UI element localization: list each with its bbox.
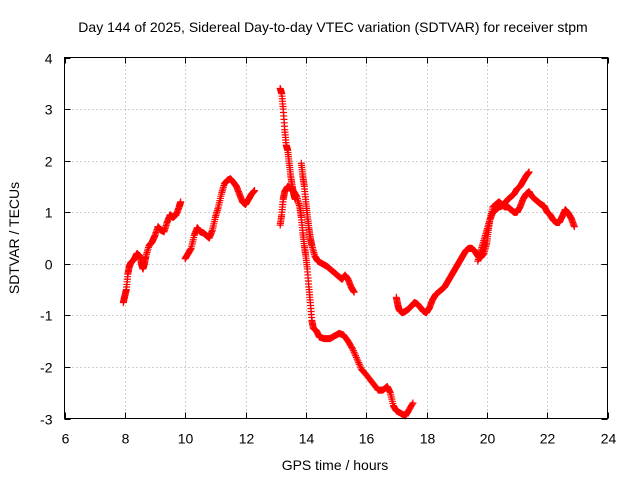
series-arc-6 (392, 188, 578, 317)
x-tick-label: 20 (480, 431, 496, 447)
data-point (355, 360, 363, 368)
x-tick-label: 10 (178, 431, 194, 447)
series-arc-2 (181, 175, 259, 263)
y-tick-label: 2 (45, 154, 53, 170)
data-point (177, 198, 185, 206)
data-point (408, 400, 416, 408)
plot-frame (64, 57, 608, 419)
data-point (350, 288, 358, 296)
x-tick-label: 8 (122, 431, 130, 447)
y-tick-label: -3 (40, 412, 53, 428)
x-tick-label: 16 (359, 431, 375, 447)
x-tick-label: 22 (540, 431, 556, 447)
data-point (352, 353, 360, 361)
y-tick-label: 1 (45, 205, 53, 221)
data-point (354, 357, 362, 365)
chart-title: Day 144 of 2025, Sidereal Day-to-day VTE… (78, 19, 587, 35)
data-point (348, 344, 356, 352)
data-point (525, 168, 533, 176)
y-tick-label: -2 (40, 360, 53, 376)
x-tick-label: 6 (62, 431, 70, 447)
data-point (349, 347, 357, 355)
y-tick-label: 0 (45, 257, 53, 273)
y-tick-label: 3 (45, 102, 53, 118)
series-arc-7 (474, 168, 533, 265)
data-point (356, 362, 364, 370)
y-tick-label: -1 (40, 308, 53, 324)
x-tick-label: 18 (420, 431, 436, 447)
data-point (351, 350, 359, 358)
x-axis-label: GPS time / hours (282, 457, 389, 473)
data-point (251, 187, 259, 195)
data-point (409, 399, 417, 407)
data-point (350, 348, 358, 356)
data-marks (119, 84, 578, 420)
data-point (349, 345, 357, 353)
grid (64, 57, 608, 419)
data-point (570, 223, 578, 231)
y-axis-label: SDTVAR / TECUs (6, 182, 22, 294)
series-arc-1 (119, 198, 185, 306)
x-tick-label: 24 (601, 431, 617, 447)
data-point (355, 359, 363, 367)
data-point (352, 352, 360, 360)
series-arc-4 (276, 182, 417, 420)
x-tick-label: 14 (299, 431, 315, 447)
series-arc-5 (297, 159, 358, 296)
y-tick-label: 4 (45, 51, 53, 67)
x-tick-label: 12 (239, 431, 255, 447)
data-point (353, 355, 361, 363)
